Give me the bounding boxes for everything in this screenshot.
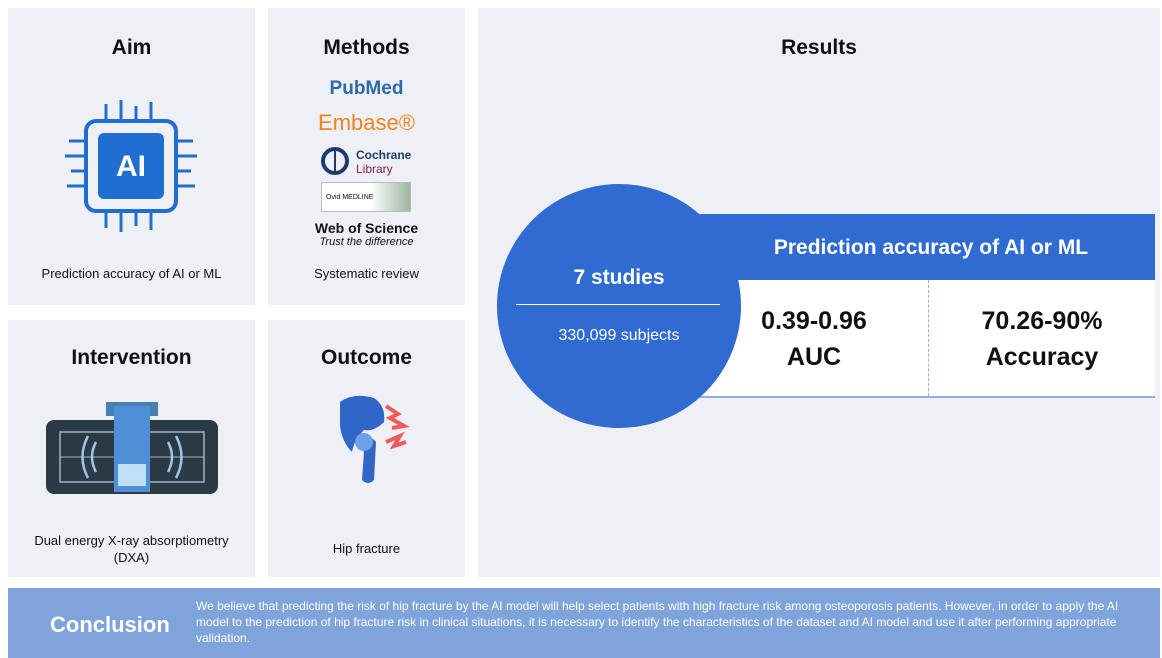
panel-title: Methods [268, 36, 465, 60]
database-logo: Web of Science [268, 220, 465, 236]
conclusion-text: We believe that predicting the risk of h… [196, 598, 1152, 646]
panel-title: Results [478, 36, 1160, 60]
database-logo: Cochrane [356, 148, 411, 162]
intervention-panel: Intervention Dual energy X-ray absorptio… [8, 320, 255, 577]
panel-title: Aim [8, 36, 255, 60]
results-panel: Results Prediction accuracy of AI or ML … [478, 8, 1160, 577]
page: Aim AI Prediction accuracy of AI or ML M… [0, 0, 1162, 658]
icon-label: AI [116, 150, 146, 183]
metric-label: Accuracy [929, 340, 1155, 374]
circle-divider [516, 304, 720, 305]
panel-title: Outcome [268, 346, 465, 370]
metric-value: 70.26-90% [929, 304, 1155, 338]
panel-caption: Dual energy X-ray absorptiometry (DXA) [18, 532, 245, 566]
outcome-panel: Outcome Hip fracture [268, 320, 465, 577]
database-logo: Embase® [268, 110, 465, 136]
studies-count: 7 studies [497, 266, 741, 290]
conclusion-title: Conclusion [50, 612, 170, 638]
metrics-divider [928, 280, 929, 396]
cochrane-icon [320, 146, 350, 176]
panel-title: Intervention [8, 346, 255, 370]
methods-panel: Methods PubMed Embase® Cochrane Library … [268, 8, 465, 305]
banner-text: Prediction accuracy of AI or ML [716, 236, 1146, 260]
panel-caption: Prediction accuracy of AI or ML [18, 265, 245, 282]
database-logo: Library [356, 162, 393, 176]
database-logo: Ovid MEDLINE [321, 182, 411, 212]
conclusion-bar: Conclusion We believe that predicting th… [8, 588, 1160, 658]
subjects-count: 330,099 subjects [497, 327, 741, 345]
database-logo: PubMed [268, 78, 465, 100]
aim-panel: Aim AI Prediction accuracy of AI or ML [8, 8, 255, 305]
dxa-icon [44, 402, 220, 498]
panel-caption: Systematic review [278, 265, 455, 282]
database-logo: Trust the difference [268, 236, 465, 248]
studies-circle [497, 184, 741, 428]
panel-caption: Hip fracture [278, 540, 455, 557]
hip-fracture-icon [334, 392, 414, 488]
ai-chip-icon: AI [61, 96, 201, 236]
